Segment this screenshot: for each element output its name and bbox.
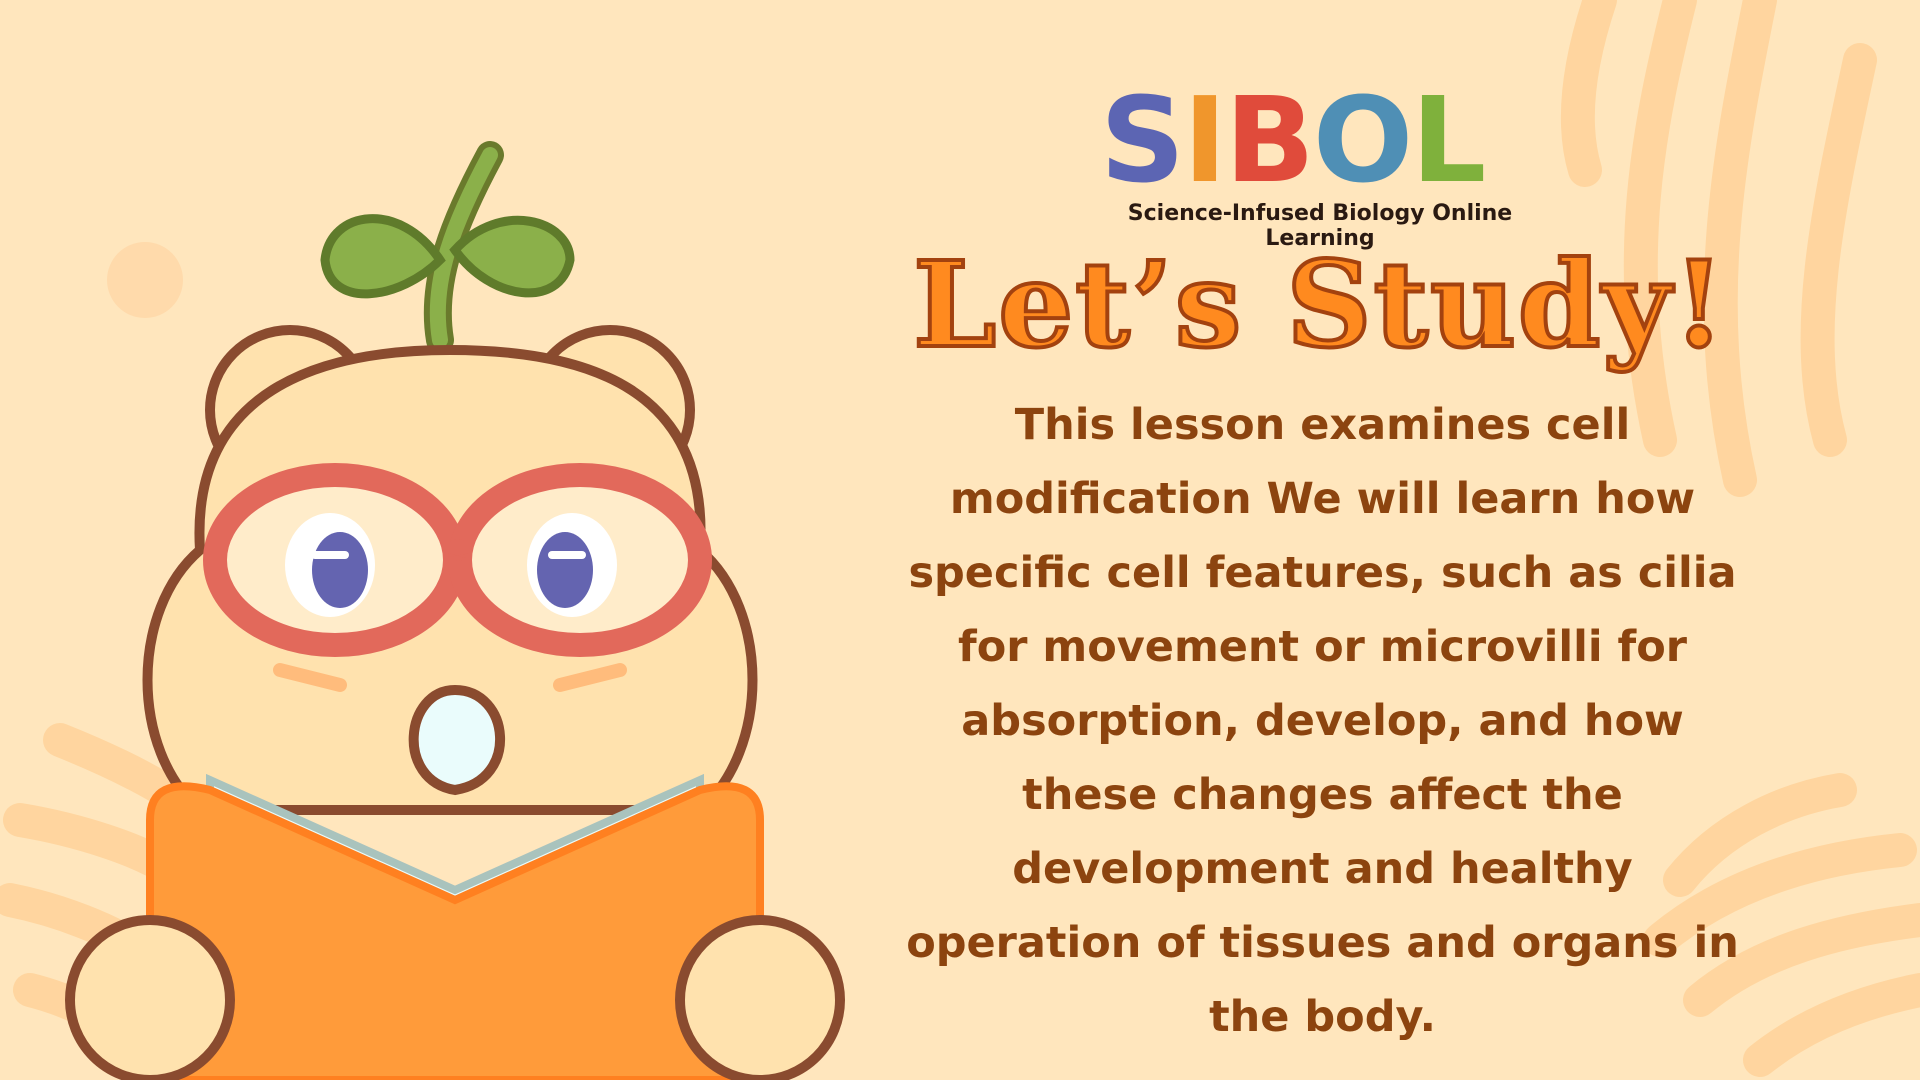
logo-letter-b: B	[1224, 71, 1315, 209]
bear-mascot-illustration	[65, 141, 845, 1080]
page-title: Let’s Study!	[911, 235, 1727, 374]
logo-letter-o: O	[1312, 71, 1413, 209]
logo-letter-s: S	[1100, 71, 1185, 209]
logo-tagline: Science-Infused Biology Online Learning	[1127, 201, 1513, 251]
logo-letter-l: L	[1411, 71, 1486, 209]
sibol-logo: S I B O L Science-Infused Biology Online…	[1100, 71, 1540, 251]
logo-wordmark: S I B O L	[1100, 71, 1540, 209]
lesson-description: This lesson examines cell modification W…	[906, 400, 1739, 1042]
logo-letter-i: I	[1183, 71, 1227, 209]
